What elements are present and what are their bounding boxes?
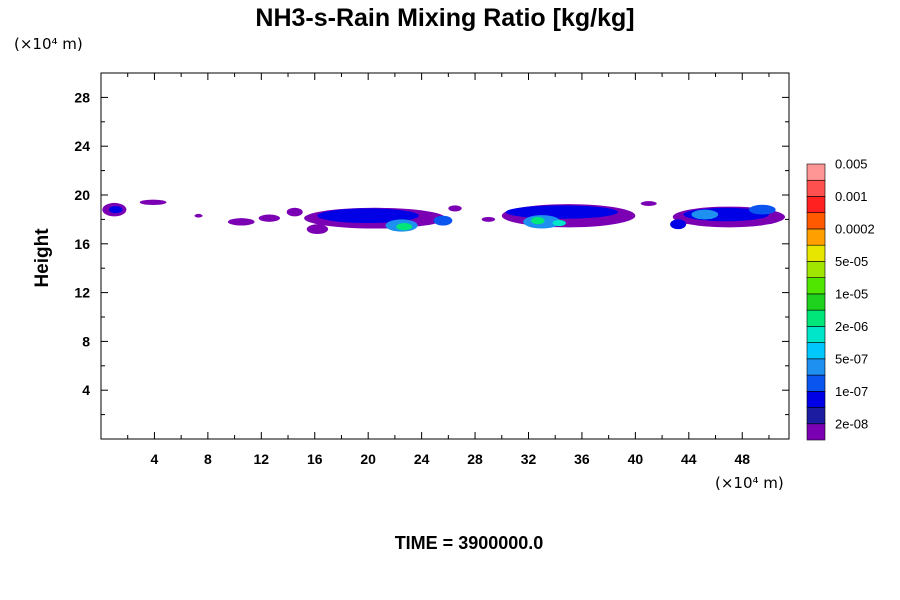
x-unit-label: (×10⁴ m) xyxy=(715,474,784,492)
y-tick-label: 4 xyxy=(82,382,90,398)
contour-region-5 xyxy=(258,214,281,222)
colorbar-swatch-1 xyxy=(806,407,826,425)
y-axis-title: Height xyxy=(32,228,53,288)
x-tick-label: 40 xyxy=(628,451,644,467)
contour-region-20 xyxy=(640,201,657,206)
colorbar-swatch-13 xyxy=(806,212,826,230)
colorbar-swatch-0 xyxy=(806,423,826,441)
colorbar-label: 1e-05 xyxy=(835,286,868,301)
contour-region-2 xyxy=(139,199,167,206)
colorbar-swatch-14 xyxy=(806,196,826,214)
contour-region-14 xyxy=(481,216,496,222)
x-tick-label: 36 xyxy=(574,451,590,467)
x-tick-label: 28 xyxy=(467,451,483,467)
colorbar-label: 0.0002 xyxy=(835,221,875,236)
plot-frame xyxy=(100,72,790,440)
colorbar-swatch-2 xyxy=(806,390,826,408)
contour-region-9 xyxy=(317,208,419,224)
contour-region-1 xyxy=(109,205,123,214)
x-tick-label: 20 xyxy=(360,451,376,467)
colorbar-label: 0.001 xyxy=(835,189,868,204)
colorbar-swatch-5 xyxy=(806,342,826,360)
y-tick-label: 16 xyxy=(74,236,90,252)
contour-region-6 xyxy=(286,207,303,217)
chart-title: NH3-s-Rain Mixing Ratio [kg/kg] xyxy=(255,4,634,32)
time-label: TIME = 3900000.0 xyxy=(395,533,544,553)
colorbar-swatch-11 xyxy=(806,244,826,262)
x-tick-label: 44 xyxy=(681,451,697,467)
colorbar-label: 2e-06 xyxy=(835,319,868,334)
colorbar-label: 5e-05 xyxy=(835,254,868,269)
colorbar-swatch-7 xyxy=(806,309,826,327)
contour-region-25 xyxy=(670,219,687,230)
colorbar: 2e-08 1e-07 5e-07 2e-06 1e-05 5e-05 0.0002 0.00… xyxy=(806,157,875,441)
y-tick-label: 24 xyxy=(74,138,90,154)
contour-region-12 xyxy=(433,215,453,226)
colorbar-label: 0.005 xyxy=(835,157,868,172)
contour-region-18 xyxy=(531,216,545,225)
contour-region-8 xyxy=(306,224,329,235)
x-tick-label: 24 xyxy=(414,451,430,467)
contour-region-13 xyxy=(448,205,462,212)
y-tick-label: 12 xyxy=(74,285,90,301)
colorbar-swatch-6 xyxy=(806,326,826,343)
contour-region-19 xyxy=(552,220,566,227)
contour-region-16 xyxy=(505,205,619,219)
colorbar-swatch-3 xyxy=(806,374,826,392)
contour-region-24 xyxy=(748,204,776,215)
x-tick-label: 12 xyxy=(254,451,270,467)
plot-data xyxy=(102,199,785,235)
colorbar-swatch-12 xyxy=(806,228,826,246)
colorbar-swatch-10 xyxy=(806,261,826,278)
colorbar-label: 2e-08 xyxy=(835,416,868,431)
colorbar-swatch-8 xyxy=(806,293,826,311)
colorbar-label: 5e-07 xyxy=(835,351,868,366)
x-tick-label: 4 xyxy=(151,451,159,467)
colorbar-swatch-15 xyxy=(806,179,826,197)
colorbar-swatch-9 xyxy=(806,277,826,295)
colorbar-swatch-4 xyxy=(806,358,826,376)
contour-region-11 xyxy=(396,223,413,231)
colorbar-swatch-16 xyxy=(806,163,826,181)
x-tick-label: 48 xyxy=(734,451,750,467)
y-unit-label: (×10⁴ m) xyxy=(14,35,83,53)
x-tick-label: 32 xyxy=(521,451,537,467)
x-tick-label: 8 xyxy=(204,451,212,467)
contour-region-23 xyxy=(691,209,719,220)
contour-region-3 xyxy=(194,213,203,218)
y-tick-label: 20 xyxy=(74,187,90,203)
colorbar-label: 1e-07 xyxy=(835,384,868,399)
x-tick-label: 16 xyxy=(307,451,323,467)
contour-region-4 xyxy=(227,218,255,226)
y-tick-label: 8 xyxy=(82,333,90,349)
y-tick-label: 28 xyxy=(74,89,90,105)
